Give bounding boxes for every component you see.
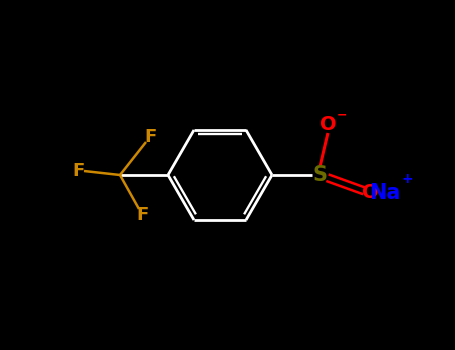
Text: Na: Na	[369, 183, 401, 203]
Text: O: O	[320, 116, 336, 134]
Text: −: −	[337, 108, 347, 121]
Text: O: O	[362, 183, 378, 203]
Text: S: S	[313, 165, 328, 185]
Text: F: F	[144, 128, 156, 146]
Text: F: F	[72, 162, 84, 180]
Text: F: F	[136, 206, 148, 224]
Text: +: +	[401, 172, 413, 186]
